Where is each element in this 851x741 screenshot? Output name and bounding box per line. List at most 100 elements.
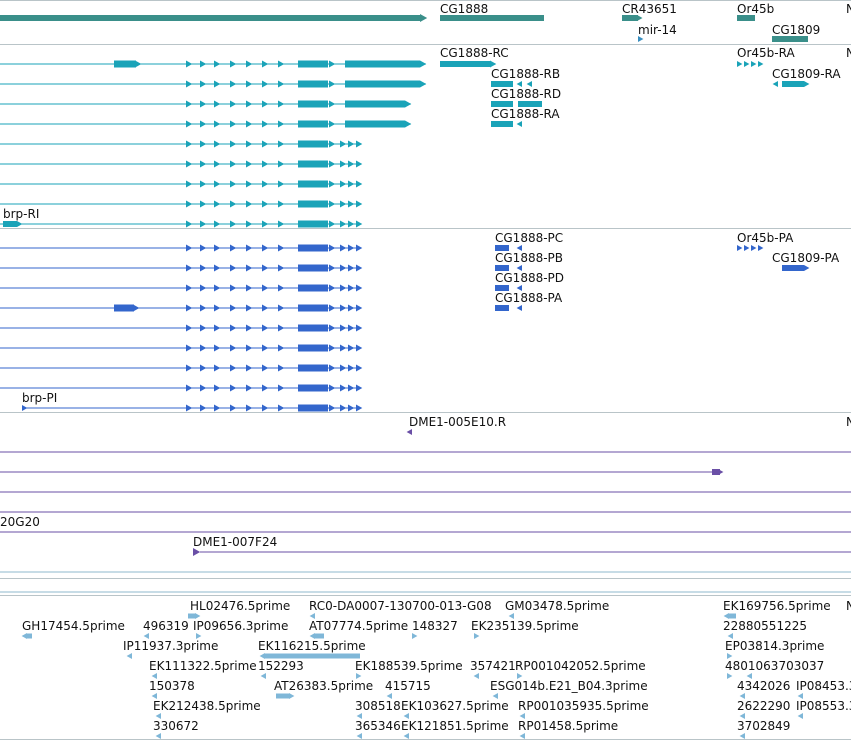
est-label[interactable]: RC0-DA0007-130700-013-G08 [309, 599, 492, 613]
strand-arrow [278, 220, 285, 228]
exon-block [298, 264, 328, 272]
est-label[interactable]: EK212438.5prime [153, 699, 261, 713]
strand-arrow [214, 364, 221, 372]
clone-label[interactable]: DME1-007F24 [193, 535, 278, 549]
est-label[interactable]: 22880551225 [723, 619, 807, 633]
strand-arrow [214, 344, 221, 352]
protein-label[interactable]: Or45b-PA [737, 231, 794, 245]
strand-arrow [340, 244, 347, 252]
transcript-label[interactable]: CG1888-RA [491, 107, 560, 121]
transcript-label[interactable]: N [846, 46, 851, 60]
strand-arrow [329, 160, 336, 168]
est-label[interactable]: IP11937.3prime [123, 639, 219, 653]
est-label[interactable]: RP01458.5prime [518, 719, 619, 733]
strand-arrow [262, 200, 269, 208]
strand-arrow [186, 220, 193, 228]
est-label[interactable]: 4801063703037 [725, 659, 825, 673]
clone-label[interactable]: DME1-005E10.R [409, 415, 507, 429]
strand-arrow [230, 60, 237, 68]
strand-arrow [230, 200, 237, 208]
strand-arrow [200, 324, 207, 332]
protein-label[interactable]: brp-PI [22, 391, 58, 405]
strand-arrow [516, 245, 522, 251]
est-label[interactable]: 365346 [355, 719, 401, 733]
strand-arrow [214, 100, 221, 108]
est-label[interactable]: AT26383.5prime [274, 679, 374, 693]
transcript-label[interactable]: Or45b-RA [737, 46, 795, 60]
transcript-label[interactable]: CG1888-RC [440, 46, 509, 60]
strand-arrow [278, 200, 285, 208]
est-label[interactable]: GH17454.5prime [22, 619, 125, 633]
strand-arrow [356, 180, 363, 188]
est-label[interactable]: IP09656.3prime [193, 619, 289, 633]
est-label[interactable]: EP03814.3prime [725, 639, 825, 653]
est-block [27, 633, 32, 639]
protein-label[interactable]: CG1809-PA [772, 251, 840, 265]
strand-arrow [230, 160, 237, 168]
est-label[interactable]: 3702849 [737, 719, 791, 733]
exon-block [298, 200, 328, 208]
transcript-label[interactable]: CG1888-RB [491, 67, 561, 81]
est-label[interactable]: 4342026 [737, 679, 791, 693]
strand-arrow [200, 364, 207, 372]
est-label[interactable]: RP001042052.5prime [515, 659, 646, 673]
exon-block [298, 140, 328, 148]
gene-label[interactable]: mir-14 [638, 23, 677, 37]
est-strand-arrow [727, 653, 733, 659]
strand-arrow [329, 304, 336, 312]
est-label[interactable]: EK235139.5prime [471, 619, 579, 633]
strand-arrow [356, 264, 363, 272]
strand-arrow [246, 304, 253, 312]
est-strand-arrow [739, 693, 745, 699]
est-label[interactable]: 308518 [355, 699, 401, 713]
clone-label[interactable]: 20G20 [0, 515, 40, 529]
strand-arrow [246, 324, 253, 332]
est-label[interactable]: EK103627.5prime [401, 699, 509, 713]
gene-label[interactable]: Or45b [737, 2, 775, 16]
gene-label[interactable]: CR43651 [622, 2, 677, 16]
est-label[interactable]: EK188539.5prime [355, 659, 463, 673]
exon-block [298, 304, 328, 312]
strand-arrow [329, 344, 336, 352]
protein-label[interactable]: CG1888-PA [495, 291, 563, 305]
est-label[interactable]: 496319 [143, 619, 189, 633]
protein-label[interactable]: CG1888-PC [495, 231, 564, 245]
est-label[interactable]: 2622290 [737, 699, 791, 713]
strand-arrow [22, 405, 28, 411]
strand-arrow [186, 244, 193, 252]
gene-label[interactable]: N [846, 2, 851, 16]
gene-label[interactable]: CG1888 [440, 2, 489, 16]
est-label[interactable]: AT07774.5prime [309, 619, 409, 633]
transcript-label[interactable]: brp-RI [3, 207, 40, 221]
est-label[interactable]: 150378 [149, 679, 195, 693]
est-label[interactable]: EK169756.5prime [723, 599, 831, 613]
est-label[interactable]: IP08553.3 [796, 699, 851, 713]
est-label[interactable]: 148327 [412, 619, 458, 633]
est-label[interactable]: IP08453.3 [796, 679, 851, 693]
gene-label[interactable]: CG1809 [772, 23, 821, 37]
protein-label[interactable]: CG1888-PB [495, 251, 564, 265]
est-label[interactable]: N [846, 599, 851, 613]
est-label[interactable]: 357421 [470, 659, 516, 673]
exon-block [495, 285, 509, 291]
strand-arrow [214, 284, 221, 292]
exon-block [782, 81, 804, 87]
est-label[interactable]: ESG014b.E21_B04.3prime [490, 679, 648, 693]
transcript-label[interactable]: CG1888-RD [491, 87, 562, 101]
est-label[interactable]: 330672 [153, 719, 199, 733]
est-label[interactable]: GM03478.5prime [505, 599, 610, 613]
strand-arrow [246, 180, 253, 188]
est-label[interactable]: 152293 [258, 659, 304, 673]
transcript-label[interactable]: CG1809-RA [772, 67, 841, 81]
est-label[interactable]: 415715 [385, 679, 431, 693]
strand-arrow [214, 180, 221, 188]
est-label[interactable]: EK116215.5prime [258, 639, 366, 653]
est-label[interactable]: EK121851.5prime [401, 719, 509, 733]
est-label[interactable]: HL02476.5prime [190, 599, 291, 613]
est-label[interactable]: EK111322.5prime [149, 659, 257, 673]
exon-block [298, 244, 328, 252]
est-label[interactable]: RP001035935.5prime [518, 699, 649, 713]
clone-label[interactable]: N [846, 415, 851, 429]
protein-label[interactable]: CG1888-PD [495, 271, 565, 285]
strand-arrow [214, 220, 221, 228]
